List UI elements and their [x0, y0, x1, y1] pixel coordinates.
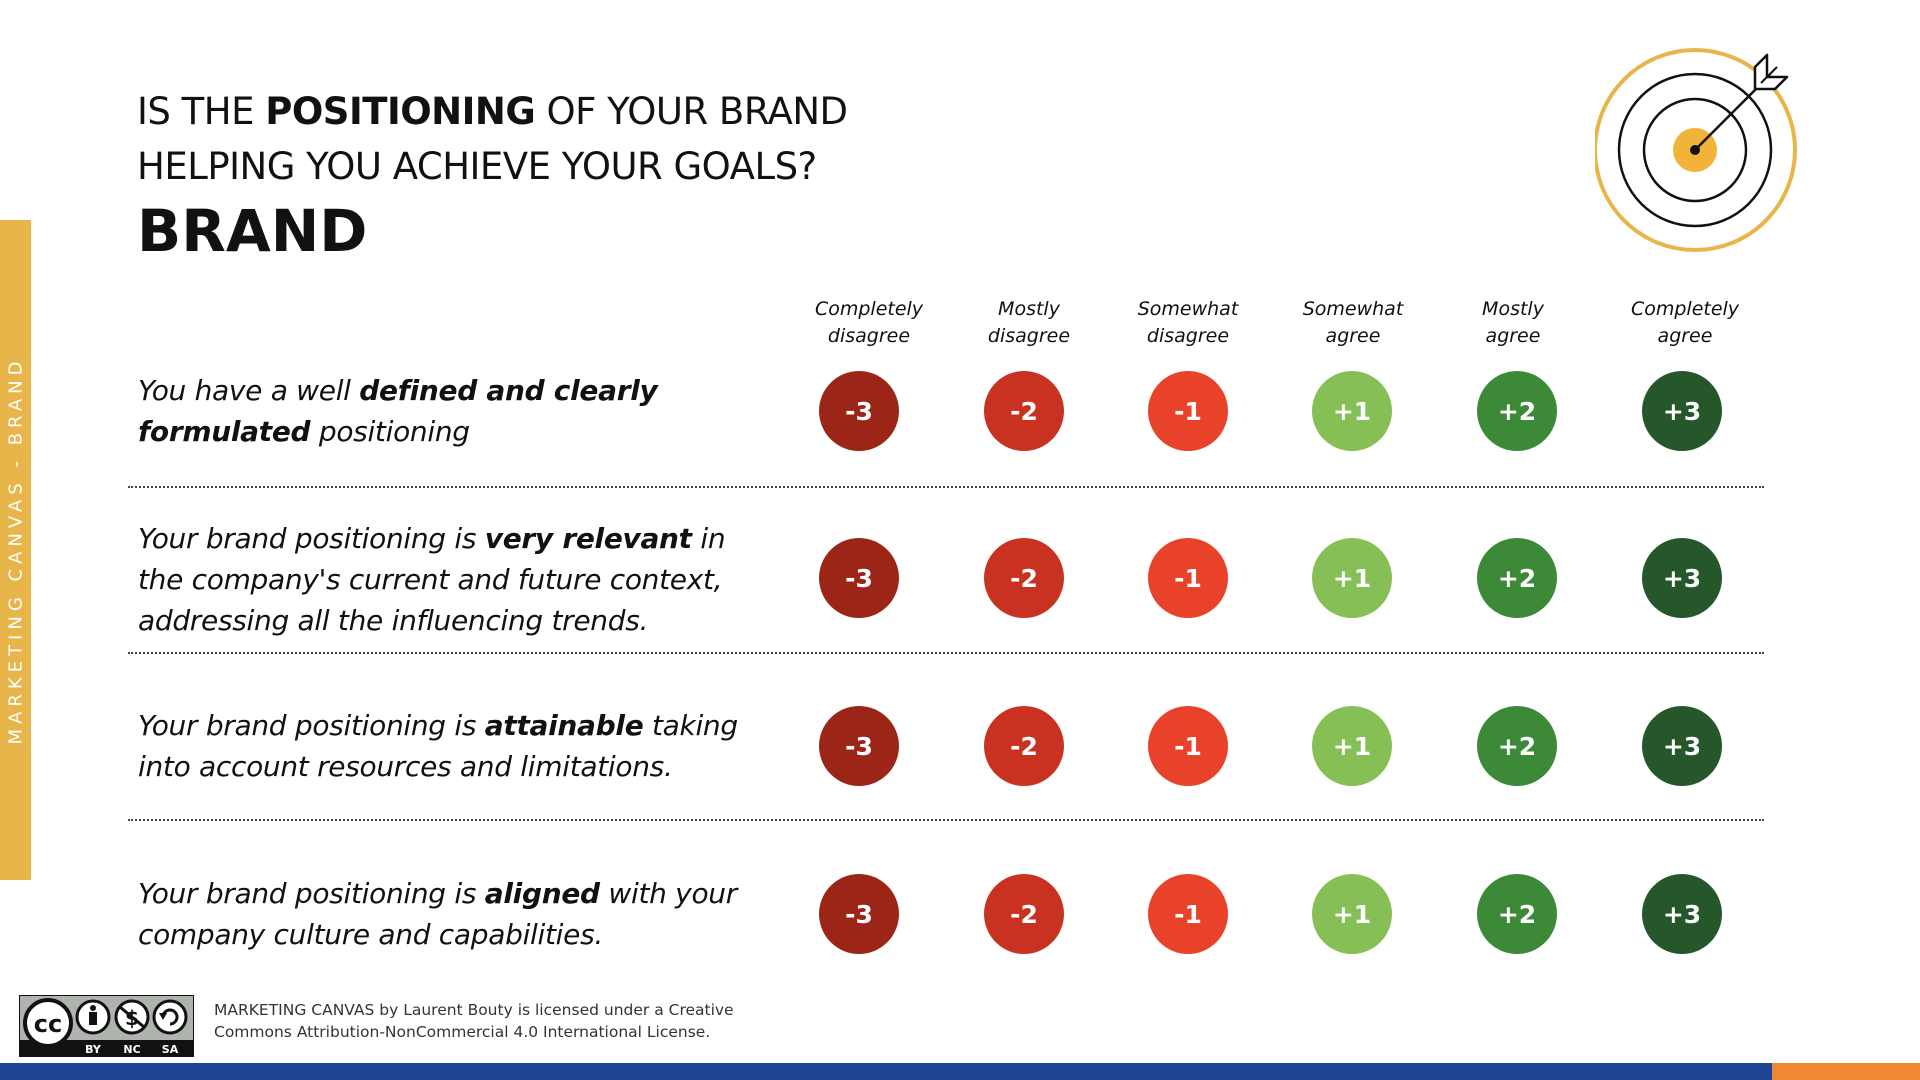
row-divider [128, 819, 1764, 821]
rating-option[interactable]: -2 [984, 874, 1064, 954]
scale-header-mostly-disagree: Mostly disagree [987, 298, 1071, 347]
row-divider [128, 486, 1764, 488]
row-divider [128, 652, 1764, 654]
scale-header-somewhat-agree: Somewhat agree [1302, 298, 1404, 347]
rating-option[interactable]: +2 [1477, 706, 1557, 786]
rating-option[interactable]: +1 [1312, 706, 1392, 786]
rating-option[interactable]: -1 [1148, 706, 1228, 786]
rating-option[interactable]: -1 [1148, 371, 1228, 451]
rating-option[interactable]: -3 [819, 874, 899, 954]
scale-header-completely-disagree: Completely disagree [814, 298, 924, 347]
rating-option[interactable]: +3 [1642, 371, 1722, 451]
page-subtitle: BRAND [137, 197, 368, 265]
page-question-title: IS THE POSITIONING OF YOUR BRAND HELPING… [137, 90, 848, 188]
statement-2: Your brand positioning is very relevant … [138, 522, 726, 637]
rating-option[interactable]: +2 [1477, 371, 1557, 451]
rating-option[interactable]: +1 [1312, 371, 1392, 451]
rating-option[interactable]: -1 [1148, 538, 1228, 618]
rating-option[interactable]: +3 [1642, 538, 1722, 618]
rating-option[interactable]: +2 [1477, 874, 1557, 954]
side-label-bar: MARKETING CANVAS - BRAND [0, 220, 31, 880]
svg-text:NC: NC [123, 1043, 140, 1056]
statement-1: You have a well defined and clearly form… [138, 374, 658, 448]
statement-3: Your brand positioning is attainable tak… [138, 709, 738, 783]
footer-bar-orange [1772, 1063, 1920, 1080]
rating-option[interactable]: +2 [1477, 538, 1557, 618]
scale-header-somewhat-disagree: Somewhat disagree [1137, 298, 1239, 347]
target-arrow-icon [1595, 48, 1797, 252]
rating-option[interactable]: -2 [984, 538, 1064, 618]
creative-commons-badge: cc $ BY NC SA [19, 995, 194, 1057]
rating-option[interactable]: +3 [1642, 706, 1722, 786]
cc-badge-text: cc [34, 1010, 62, 1038]
svg-text:BY: BY [85, 1043, 102, 1056]
rating-option[interactable]: -2 [984, 371, 1064, 451]
rating-option[interactable]: -2 [984, 706, 1064, 786]
license-text: MARKETING CANVAS by Laurent Bouty is lic… [214, 1001, 734, 1041]
scale-header-completely-agree: Completely agree [1630, 298, 1740, 347]
scale-header-mostly-agree: Mostly agree [1482, 298, 1544, 347]
statement-4: Your brand positioning is aligned with y… [138, 877, 737, 951]
rating-option[interactable]: -3 [819, 371, 899, 451]
rating-option[interactable]: -1 [1148, 874, 1228, 954]
footer-bar-blue [0, 1063, 1772, 1080]
side-label-text: MARKETING CANVAS - BRAND [5, 356, 27, 744]
rating-option[interactable]: +3 [1642, 874, 1722, 954]
svg-text:SA: SA [162, 1043, 179, 1056]
rating-option[interactable]: +1 [1312, 874, 1392, 954]
rating-option[interactable]: -3 [819, 538, 899, 618]
rating-option[interactable]: +1 [1312, 538, 1392, 618]
rating-option[interactable]: -3 [819, 706, 899, 786]
